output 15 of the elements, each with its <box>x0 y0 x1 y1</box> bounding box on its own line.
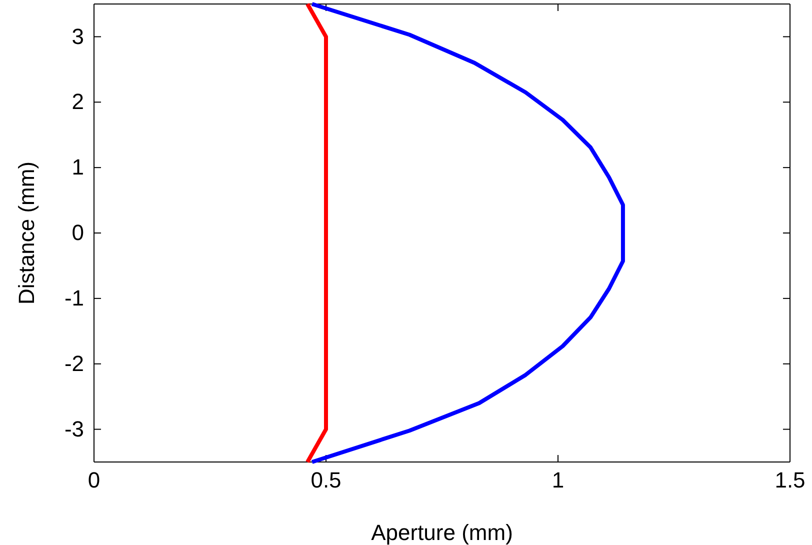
y-tick-label: 3 <box>72 24 84 49</box>
x-tick-label: 1.5 <box>774 468 806 493</box>
line-series <box>305 2 328 464</box>
y-tick-label: 2 <box>72 89 84 114</box>
y-axis-title: Distance (mm) <box>14 161 39 305</box>
x-tick-label: 0.5 <box>310 468 342 493</box>
y-tick-label: 0 <box>72 220 84 246</box>
x-axis-title: Aperture (mm) <box>371 520 513 545</box>
x-tick-label: 0 <box>88 468 100 493</box>
line-series <box>310 2 625 464</box>
x-tick-label: 1 <box>552 468 564 493</box>
y-tick-label: -1 <box>64 285 84 310</box>
y-tick-label: -2 <box>64 350 84 376</box>
y-tick-label: -3 <box>64 416 84 442</box>
y-tick-label: 1 <box>72 154 84 180</box>
